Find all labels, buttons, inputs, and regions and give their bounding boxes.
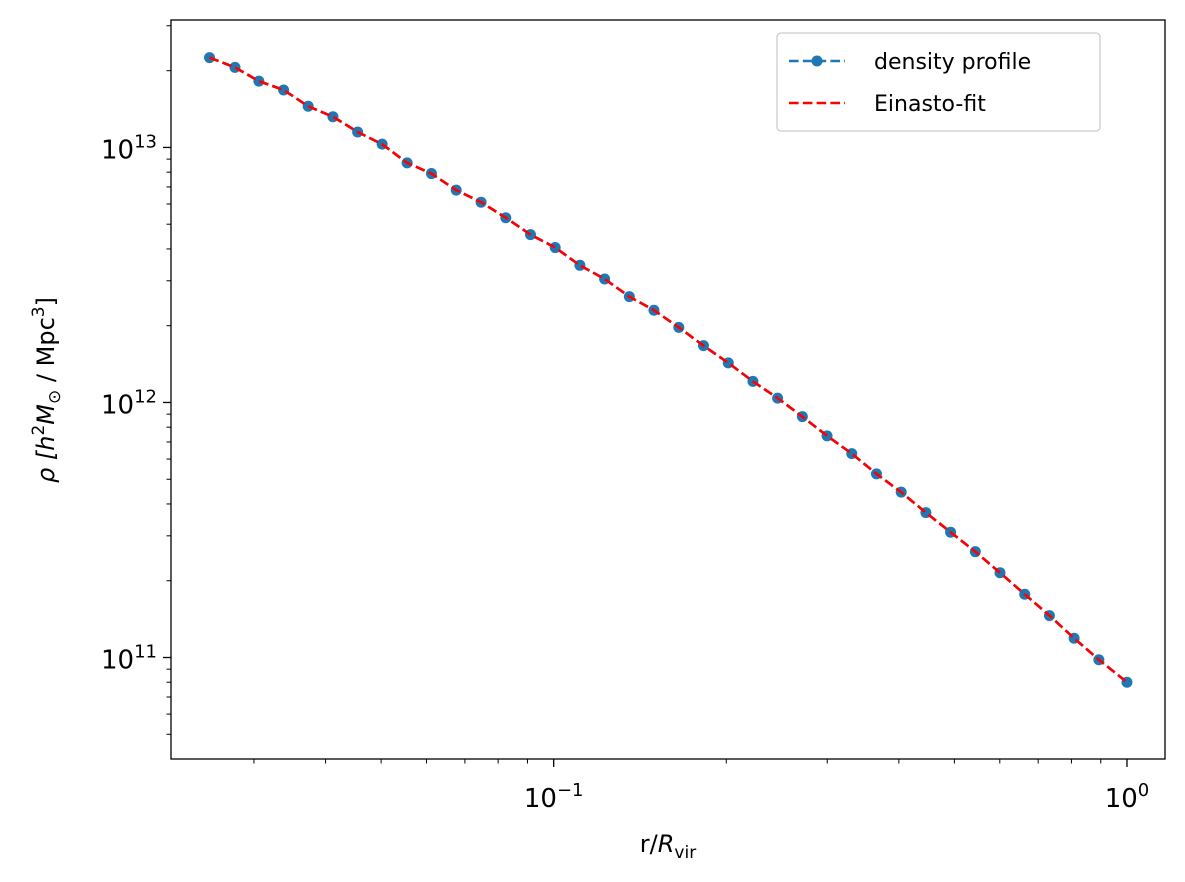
y-axis-label-h: h	[32, 436, 60, 451]
legend: density profile Einasto-fit	[776, 32, 1101, 132]
y-tick-label: 1011	[101, 642, 157, 676]
x-axis-label: r/Rvir	[640, 830, 696, 863]
legend-marker-density-profile	[811, 55, 823, 67]
x-tick-label: 100	[1105, 780, 1150, 814]
legend-box	[776, 32, 1101, 132]
y-axis-label-csup: 3	[29, 306, 49, 317]
x-axis-label-sub: vir	[674, 843, 696, 863]
axis-ticks: 10−1 100 1011 1012 1013	[101, 25, 1150, 814]
y-axis-label-suffix: ]	[32, 297, 60, 306]
x-axis-label-base: r/	[640, 830, 659, 858]
x-axis-label-var: R	[658, 830, 675, 858]
series-layer	[204, 52, 1133, 688]
y-tick-label: 1012	[101, 386, 157, 420]
axes-frame	[170, 19, 1166, 760]
x-tick-label: 10−1	[524, 780, 584, 814]
y-axis-label: ρ [h2M⊙ / Mpc3]	[29, 297, 65, 483]
y-axis-label-m: M	[32, 404, 60, 425]
data-point-density-profile	[253, 75, 265, 87]
plot-area	[204, 52, 1133, 688]
y-axis-label-prefix: ρ [	[32, 449, 60, 483]
legend-label-einasto-fit: Einasto-fit	[874, 92, 986, 117]
series-line-einasto-fit	[209, 56, 1128, 684]
y-axis-label-msub: ⊙	[45, 390, 65, 404]
legend-label-density-profile: density profile	[874, 50, 1031, 75]
data-point-density-profile	[229, 61, 241, 73]
y-axis-label-mid: / Mpc	[32, 317, 60, 389]
y-axis-label-hsup: 2	[29, 425, 49, 436]
y-tick-label: 1013	[101, 131, 157, 165]
